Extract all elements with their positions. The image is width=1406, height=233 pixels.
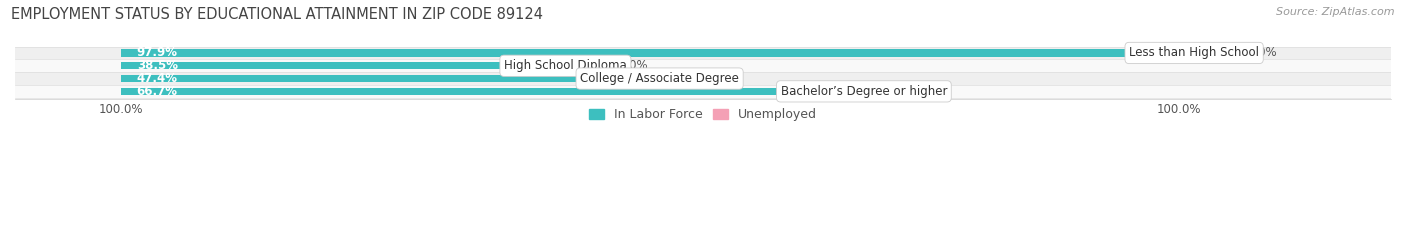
Bar <box>15 72 1391 85</box>
Bar <box>15 47 1391 59</box>
Bar <box>121 75 623 82</box>
Bar <box>121 88 827 95</box>
Text: EMPLOYMENT STATUS BY EDUCATIONAL ATTAINMENT IN ZIP CODE 89124: EMPLOYMENT STATUS BY EDUCATIONAL ATTAINM… <box>11 7 543 22</box>
Text: 47.4%: 47.4% <box>136 72 177 85</box>
Text: 0.0%: 0.0% <box>619 59 648 72</box>
Text: 38.5%: 38.5% <box>136 59 177 72</box>
Text: Source: ZipAtlas.com: Source: ZipAtlas.com <box>1277 7 1395 17</box>
Bar <box>529 62 602 69</box>
Text: High School Diploma: High School Diploma <box>503 59 627 72</box>
Text: Less than High School: Less than High School <box>1129 46 1260 59</box>
Bar <box>827 88 901 95</box>
Text: 0.0%: 0.0% <box>1247 46 1277 59</box>
Legend: In Labor Force, Unemployed: In Labor Force, Unemployed <box>583 103 823 126</box>
Text: 66.7%: 66.7% <box>136 85 177 98</box>
Text: 0.0%: 0.0% <box>917 85 946 98</box>
Text: 0.0%: 0.0% <box>713 72 742 85</box>
Bar <box>121 62 529 69</box>
Text: 97.9%: 97.9% <box>136 46 177 59</box>
Bar <box>121 49 1157 57</box>
Text: College / Associate Degree: College / Associate Degree <box>581 72 740 85</box>
Bar <box>623 75 696 82</box>
Bar <box>1157 49 1232 57</box>
Text: Bachelor’s Degree or higher: Bachelor’s Degree or higher <box>780 85 948 98</box>
Bar <box>15 59 1391 72</box>
Bar <box>15 85 1391 98</box>
